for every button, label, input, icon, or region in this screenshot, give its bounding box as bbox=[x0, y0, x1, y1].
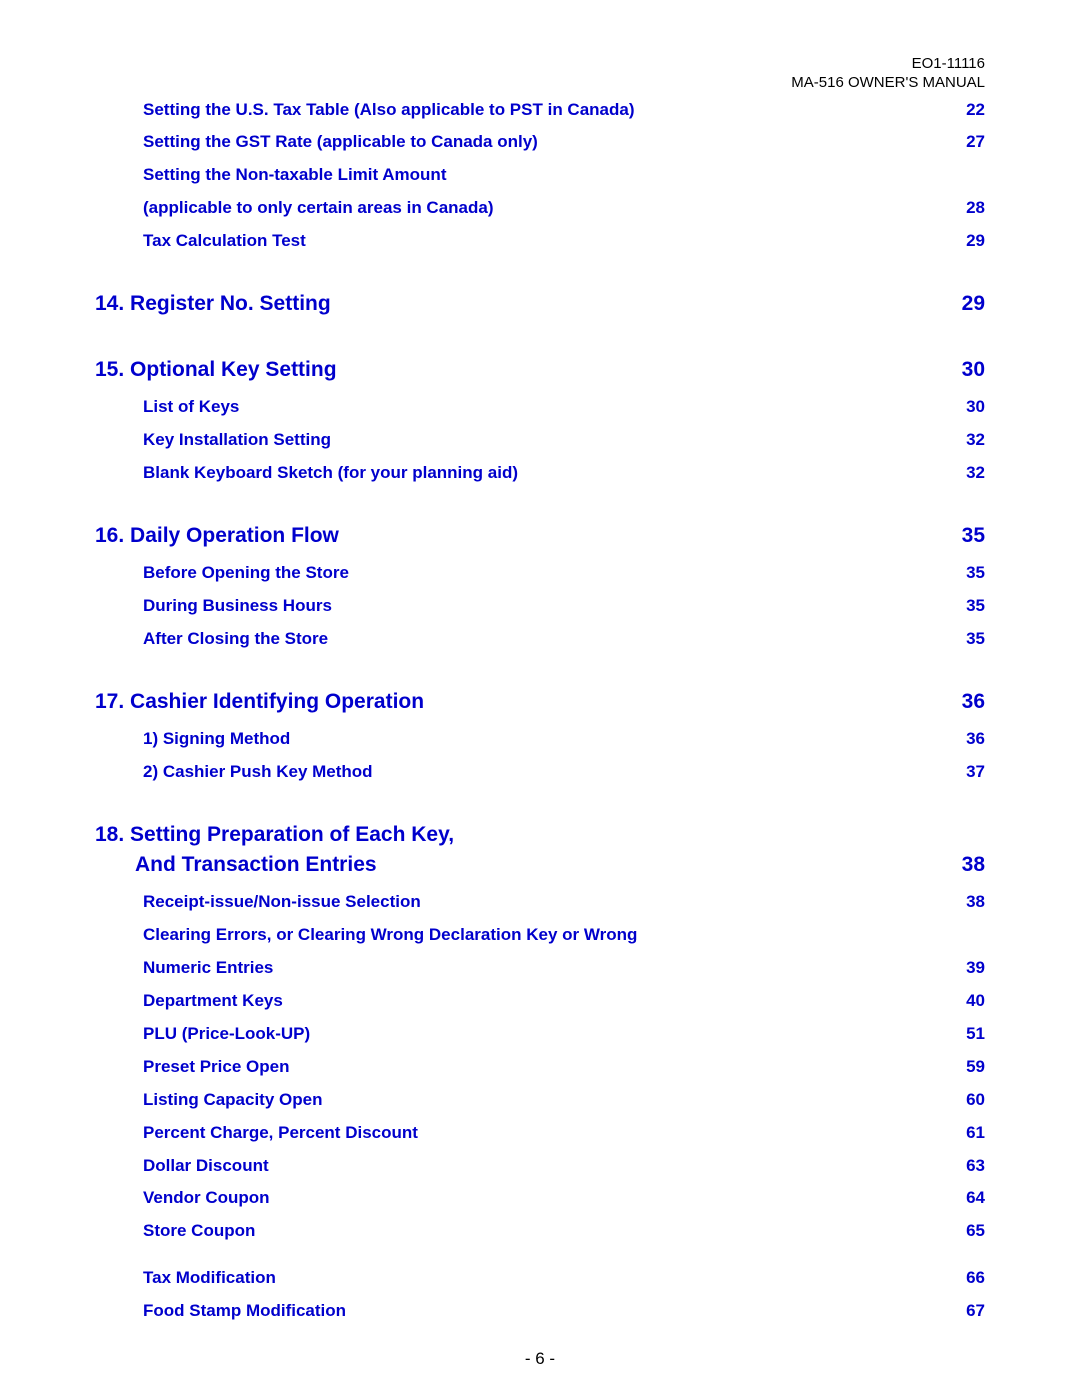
toc-sub-entry-row[interactable]: Tax Calculation Test 29 bbox=[143, 230, 985, 253]
toc-sub-entry: Listing Capacity Open bbox=[143, 1089, 322, 1112]
toc-section-title-row[interactable]: 16. Daily Operation Flow 35 bbox=[95, 521, 985, 550]
toc-sub-page: 51 bbox=[966, 1023, 985, 1046]
toc-sub-page: 38 bbox=[966, 891, 985, 914]
toc-sub-page: 28 bbox=[966, 197, 985, 220]
toc-sub-entry-row[interactable]: List of Keys 30 bbox=[143, 396, 985, 419]
toc-sub-entry[interactable]: Setting the Non-taxable Limit Amount bbox=[143, 164, 985, 187]
toc-sub-entry: Store Coupon bbox=[143, 1220, 255, 1243]
toc-sub-entry-row[interactable]: 1) Signing Method 36 bbox=[143, 728, 985, 751]
toc-section-title: 15. Optional Key Setting bbox=[95, 355, 337, 384]
toc-sub-entry: Department Keys bbox=[143, 990, 283, 1013]
toc-sub-entry: Key Installation Setting bbox=[143, 429, 331, 452]
toc-section-title: 14. Register No. Setting bbox=[95, 289, 331, 318]
toc-sub-page: 64 bbox=[966, 1187, 985, 1210]
toc-sub-entry: Blank Keyboard Sketch (for your planning… bbox=[143, 462, 518, 485]
toc-sub-entry-row[interactable]: Vendor Coupon 64 bbox=[143, 1187, 985, 1210]
toc-sub-page: 32 bbox=[966, 429, 985, 452]
toc-sub-entry-row[interactable]: Setting the GST Rate (applicable to Cana… bbox=[143, 131, 985, 154]
toc-sub-page: 30 bbox=[966, 396, 985, 419]
toc-sub-page: 27 bbox=[966, 131, 985, 154]
toc-section-page: 30 bbox=[962, 355, 985, 384]
toc-sub-entry: After Closing the Store bbox=[143, 628, 328, 651]
page-header: EO1-11116 MA-516 OWNER'S MANUAL bbox=[95, 55, 985, 93]
toc-sub-page: 35 bbox=[966, 562, 985, 585]
toc-sub-entry-row[interactable]: After Closing the Store 35 bbox=[143, 628, 985, 651]
toc-gap bbox=[95, 1253, 985, 1267]
toc-sub-entry-row[interactable]: Store Coupon 65 bbox=[143, 1220, 985, 1243]
toc-sub-entry-row[interactable]: Blank Keyboard Sketch (for your planning… bbox=[143, 462, 985, 485]
toc-section-title-line2-row[interactable]: And Transaction Entries 38 bbox=[135, 850, 985, 879]
toc-sub-page: 35 bbox=[966, 595, 985, 618]
toc-sub-entry: Tax Modification bbox=[143, 1267, 276, 1290]
toc-section-title: 16. Daily Operation Flow bbox=[95, 521, 339, 550]
toc-sub-entry: Percent Charge, Percent Discount bbox=[143, 1122, 418, 1145]
toc-sub-entry: Receipt-issue/Non-issue Selection bbox=[143, 891, 421, 914]
toc-section-title-row[interactable]: 15. Optional Key Setting 30 bbox=[95, 355, 985, 384]
toc-sub-entry: Tax Calculation Test bbox=[143, 230, 306, 253]
toc-sub-entry-row[interactable]: Preset Price Open 59 bbox=[143, 1056, 985, 1079]
toc-sub-entry-row[interactable]: Dollar Discount 63 bbox=[143, 1155, 985, 1178]
toc-sub-entry: Setting the U.S. Tax Table (Also applica… bbox=[143, 99, 635, 122]
page-number: - 6 - bbox=[0, 1349, 1080, 1369]
toc-sub-entry-row[interactable]: Department Keys 40 bbox=[143, 990, 985, 1013]
toc-sub-entry: 1) Signing Method bbox=[143, 728, 290, 751]
toc-sub-entry: Food Stamp Modification bbox=[143, 1300, 346, 1323]
toc-sub-entry-row[interactable]: Percent Charge, Percent Discount 61 bbox=[143, 1122, 985, 1145]
toc-sub-entry[interactable]: Clearing Errors, or Clearing Wrong Decla… bbox=[143, 924, 985, 947]
toc-sub-page: 61 bbox=[966, 1122, 985, 1145]
header-line-1: EO1-11116 bbox=[95, 55, 985, 74]
toc-sub-entry-row[interactable]: During Business Hours 35 bbox=[143, 595, 985, 618]
toc-sub-entry: 2) Cashier Push Key Method bbox=[143, 761, 373, 784]
toc-sub-entry-row[interactable]: 2) Cashier Push Key Method 37 bbox=[143, 761, 985, 784]
toc-sub-entry-row[interactable]: Before Opening the Store 35 bbox=[143, 562, 985, 585]
toc-section-title-line1[interactable]: 18. Setting Preparation of Each Key, bbox=[95, 820, 985, 849]
toc-section-title-row[interactable]: 14. Register No. Setting 29 bbox=[95, 289, 985, 318]
toc-sub-entry: During Business Hours bbox=[143, 595, 332, 618]
toc-sub-entry-row[interactable]: Setting the U.S. Tax Table (Also applica… bbox=[143, 99, 985, 122]
toc-sub-entry: Dollar Discount bbox=[143, 1155, 269, 1178]
toc-sub-entry-row[interactable]: Listing Capacity Open 60 bbox=[143, 1089, 985, 1112]
toc-sub-page: 29 bbox=[966, 230, 985, 253]
toc-section-page: 35 bbox=[962, 521, 985, 550]
toc-section-title-row[interactable]: 17. Cashier Identifying Operation 36 bbox=[95, 687, 985, 716]
toc-sub-entry-row[interactable]: Numeric Entries 39 bbox=[143, 957, 985, 980]
toc-sub-entry-row[interactable]: PLU (Price-Look-UP) 51 bbox=[143, 1023, 985, 1046]
toc-section-page: 36 bbox=[962, 687, 985, 716]
toc-sub-entry: Setting the GST Rate (applicable to Cana… bbox=[143, 131, 538, 154]
toc-sub-page: 40 bbox=[966, 990, 985, 1013]
toc-sub-page: 36 bbox=[966, 728, 985, 751]
toc-sub-page: 32 bbox=[966, 462, 985, 485]
page-container: EO1-11116 MA-516 OWNER'S MANUAL Setting … bbox=[0, 0, 1080, 1397]
toc-sub-entry-row[interactable]: Food Stamp Modification 67 bbox=[143, 1300, 985, 1323]
toc-section-title-line2: And Transaction Entries bbox=[135, 850, 377, 879]
toc-sub-page: 66 bbox=[966, 1267, 985, 1290]
toc-sub-entry: Numeric Entries bbox=[143, 957, 273, 980]
toc-section-page: 29 bbox=[962, 289, 985, 318]
toc-sub-entry: List of Keys bbox=[143, 396, 239, 419]
toc-sub-entry: Before Opening the Store bbox=[143, 562, 349, 585]
toc-sub-entry-row[interactable]: Tax Modification 66 bbox=[143, 1267, 985, 1290]
toc-sub-entry: Vendor Coupon bbox=[143, 1187, 270, 1210]
toc-sub-page: 63 bbox=[966, 1155, 985, 1178]
toc-sub-page: 59 bbox=[966, 1056, 985, 1079]
toc-sub-page: 39 bbox=[966, 957, 985, 980]
table-of-contents: Setting the U.S. Tax Table (Also applica… bbox=[95, 99, 985, 1324]
toc-sub-page: 65 bbox=[966, 1220, 985, 1243]
toc-sub-page: 67 bbox=[966, 1300, 985, 1323]
toc-sub-page: 60 bbox=[966, 1089, 985, 1112]
toc-sub-entry: Preset Price Open bbox=[143, 1056, 289, 1079]
toc-sub-entry: PLU (Price-Look-UP) bbox=[143, 1023, 310, 1046]
toc-sub-page: 37 bbox=[966, 761, 985, 784]
toc-sub-entry-row[interactable]: (applicable to only certain areas in Can… bbox=[143, 197, 985, 220]
header-line-2: MA-516 OWNER'S MANUAL bbox=[95, 74, 985, 93]
toc-section-page: 38 bbox=[962, 850, 985, 879]
toc-sub-entry-row[interactable]: Receipt-issue/Non-issue Selection 38 bbox=[143, 891, 985, 914]
toc-sub-entry: (applicable to only certain areas in Can… bbox=[143, 197, 494, 220]
toc-sub-page: 22 bbox=[966, 99, 985, 122]
toc-sub-entry-row[interactable]: Key Installation Setting 32 bbox=[143, 429, 985, 452]
toc-section-title: 17. Cashier Identifying Operation bbox=[95, 687, 424, 716]
toc-sub-page: 35 bbox=[966, 628, 985, 651]
